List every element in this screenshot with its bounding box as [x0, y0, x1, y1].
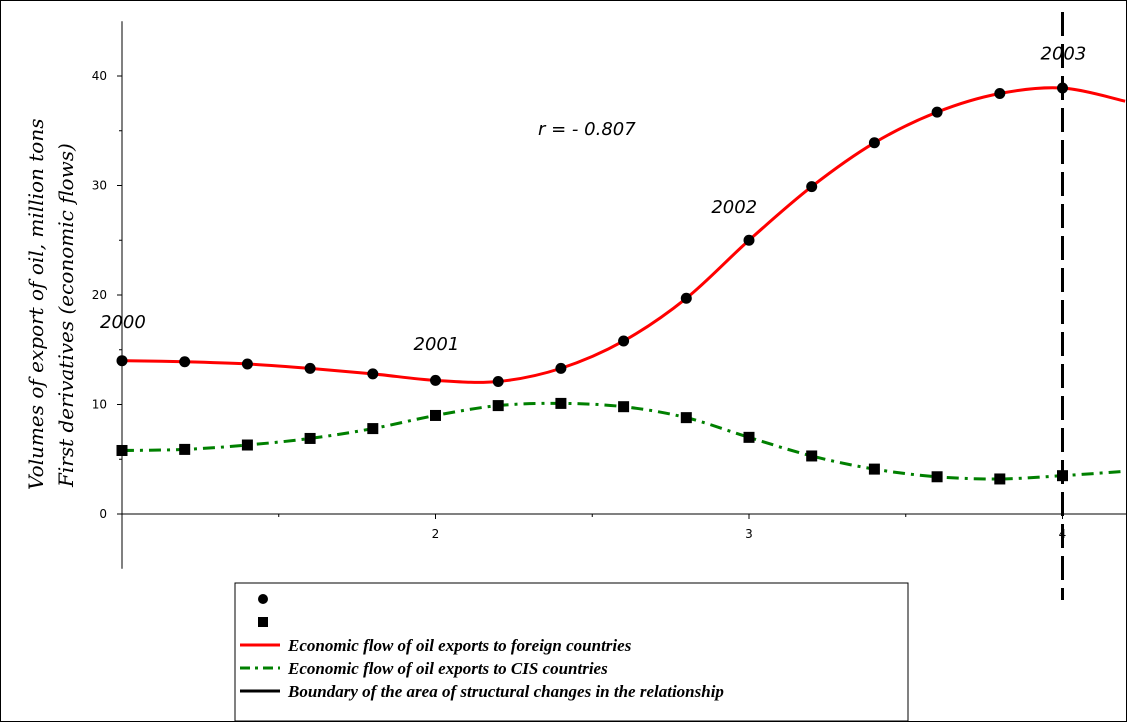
legend-label: Boundary of the area of structural chang… — [287, 682, 724, 701]
correlation-annotation: r = - 0.807 — [538, 119, 636, 140]
y-tick-label: 20 — [92, 288, 107, 302]
data-point-square — [555, 397, 567, 409]
year-annotation: 2003 — [1041, 44, 1087, 65]
data-point-square — [994, 473, 1006, 485]
y-tick-label: 10 — [92, 398, 107, 412]
series-line-2 — [121, 401, 1126, 481]
data-point-circle — [555, 362, 567, 374]
data-point-square — [304, 432, 316, 444]
data-point-square — [241, 439, 253, 451]
y-tick-label: 30 — [92, 179, 107, 193]
y-axis-label-line1: Volumes of export of oil, million tons — [24, 119, 48, 490]
data-point-circle — [116, 355, 128, 367]
data-point-square — [743, 431, 755, 443]
data-point-square — [430, 409, 441, 421]
data-point-circle — [806, 181, 818, 193]
data-point-square — [868, 463, 880, 475]
data-point-square — [492, 400, 504, 412]
x-tick-label: 3 — [745, 527, 753, 541]
year-annotation: 2000 — [100, 312, 146, 333]
year-annotation: 2001 — [414, 334, 460, 355]
data-point-circle — [994, 88, 1006, 100]
legend: Economic flow of oil exports to foreign … — [234, 582, 909, 722]
y-tick-label: 40 — [92, 69, 107, 83]
data-point-circle — [304, 362, 316, 374]
legend-marker-square — [258, 617, 268, 627]
data-point-square — [931, 471, 943, 483]
y-tick-label: 0 — [99, 507, 107, 521]
year-annotation: 2002 — [711, 197, 757, 218]
series-markers — [116, 82, 1068, 485]
data-point-circle — [179, 356, 191, 368]
data-point-circle — [743, 234, 755, 246]
data-point-square — [179, 443, 191, 455]
x-tick-label: 2 — [432, 527, 440, 541]
data-point-circle — [618, 335, 630, 347]
data-point-circle — [492, 376, 504, 388]
data-point-square — [116, 444, 128, 456]
annotations: Volumes of export of oil, million tons F… — [24, 12, 1086, 600]
data-point-square — [680, 412, 692, 424]
data-point-circle — [931, 106, 943, 118]
data-point-circle — [430, 374, 441, 386]
data-point-square — [618, 401, 630, 413]
y-axis-label-line2: First derivatives (economic flows) — [54, 143, 78, 488]
data-point-square — [367, 423, 379, 435]
data-point-circle — [868, 137, 880, 149]
legend-label: Economic flow of oil exports to CIS coun… — [287, 659, 608, 678]
data-point-circle — [367, 368, 379, 380]
legend-label: Economic flow of oil exports to foreign … — [287, 636, 632, 655]
data-point-circle — [680, 292, 692, 304]
legend-marker-circle — [258, 594, 268, 604]
series-curves — [121, 86, 1126, 481]
data-point-circle — [241, 358, 253, 370]
data-point-square — [806, 450, 818, 462]
axes: 010203040234 — [92, 21, 1127, 569]
legend-box — [234, 582, 909, 722]
